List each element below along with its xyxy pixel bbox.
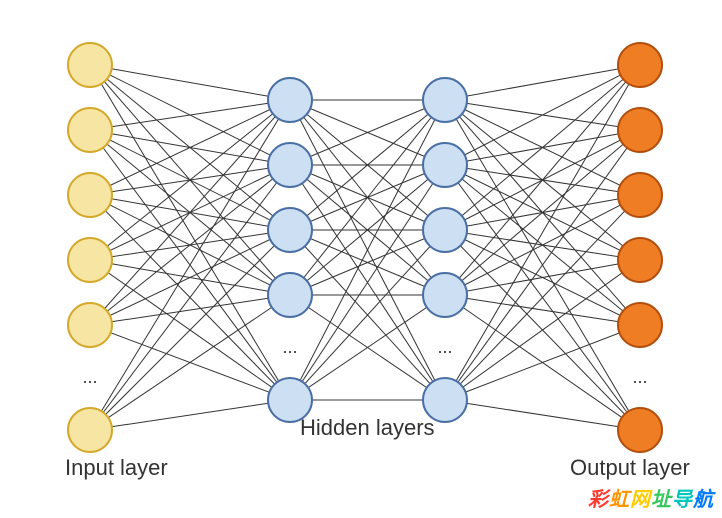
- output-node: [618, 108, 662, 152]
- hidden2-node: [423, 78, 467, 122]
- edge: [90, 100, 290, 325]
- input-node: [68, 173, 112, 217]
- edge: [445, 325, 640, 400]
- input-node: [68, 43, 112, 87]
- edge: [445, 195, 640, 295]
- hidden1-node: [268, 143, 312, 187]
- input-node: [68, 108, 112, 152]
- input-layer-nodes: ...: [68, 43, 112, 452]
- edge: [90, 230, 290, 325]
- output-node: [618, 408, 662, 452]
- hidden-layer-label: Hidden layers: [300, 415, 435, 441]
- edges-group: [90, 65, 640, 430]
- output-node: [618, 173, 662, 217]
- edge: [445, 400, 640, 430]
- edge: [445, 65, 640, 295]
- hidden1-node: [268, 208, 312, 252]
- edge: [445, 130, 640, 295]
- hidden2-node: [423, 208, 467, 252]
- input-node: [68, 408, 112, 452]
- hidden2-node: [423, 273, 467, 317]
- edge: [90, 230, 290, 430]
- edge: [90, 100, 290, 260]
- edge: [90, 165, 290, 430]
- edge: [445, 65, 640, 230]
- edge: [90, 295, 290, 430]
- input-layer-label: Input layer: [65, 455, 168, 481]
- hidden2-node: [423, 143, 467, 187]
- edge: [90, 400, 290, 430]
- hidden1-node: [268, 78, 312, 122]
- edge: [445, 65, 640, 100]
- edge: [445, 195, 640, 400]
- edge: [90, 165, 290, 325]
- output-ellipsis: ...: [632, 367, 647, 387]
- hidden2-ellipsis: ...: [437, 337, 452, 357]
- hidden1-ellipsis: ...: [282, 337, 297, 357]
- hidden1-node: [268, 273, 312, 317]
- edge: [90, 295, 290, 325]
- edge: [445, 260, 640, 400]
- output-node: [618, 303, 662, 347]
- output-node: [618, 238, 662, 282]
- output-layer-label: Output layer: [570, 455, 690, 481]
- input-ellipsis: ...: [82, 367, 97, 387]
- output-node: [618, 43, 662, 87]
- output-layer-nodes: ...: [618, 43, 662, 452]
- input-node: [68, 238, 112, 282]
- edge: [445, 295, 640, 325]
- edge: [90, 65, 290, 100]
- input-node: [68, 303, 112, 347]
